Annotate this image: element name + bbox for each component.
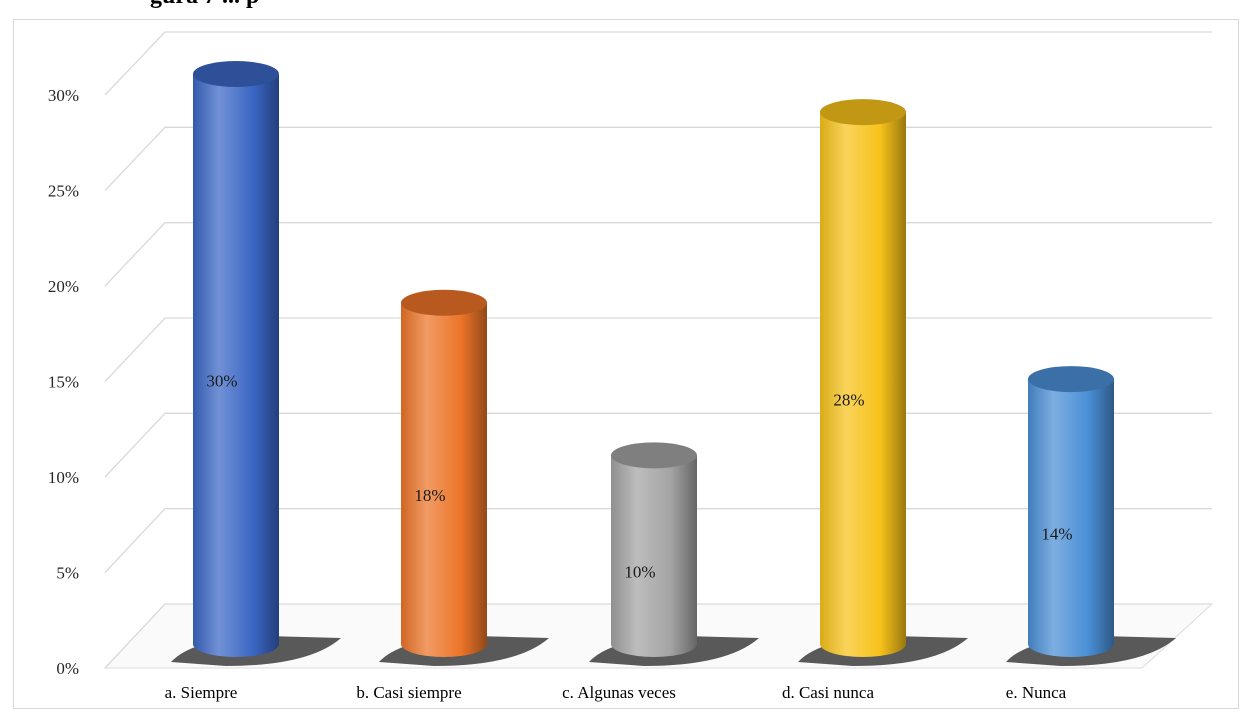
x-tick-label: b. Casi siempre — [356, 683, 461, 702]
y-tick-label: 20% — [48, 277, 79, 296]
bar-a-siempre: 30% — [171, 61, 341, 666]
bar-d-casi-nunca: 28% — [798, 99, 968, 666]
y-tick-label: 25% — [48, 182, 79, 201]
data-label: 28% — [833, 391, 864, 410]
y-tick-label: 15% — [48, 373, 79, 392]
x-tick-label: c. Algunas veces — [562, 683, 676, 702]
bar-body — [1028, 379, 1114, 657]
data-label: 10% — [624, 563, 655, 582]
bar-top — [1028, 366, 1114, 393]
x-axis-ticks: a. Siempre b. Casi siempre c. Algunas vece… — [165, 683, 1067, 702]
cropped-figure-caption: gura 7 ... p — [150, 0, 259, 10]
bar-body — [820, 112, 906, 658]
bar-top — [611, 442, 697, 469]
bar-b-casi-siempre: 18% — [379, 289, 549, 666]
bar-c-algunas-veces: 10% — [589, 442, 759, 666]
bar-top — [193, 61, 279, 87]
data-label: 18% — [414, 486, 445, 505]
y-axis-ticks: 0% 5% 10% 15% 20% 25% 30% — [48, 86, 79, 678]
bar-body — [401, 302, 487, 657]
x-tick-label: a. Siempre — [165, 683, 238, 702]
bar-top — [820, 99, 906, 126]
x-tick-label: e. Nunca — [1006, 683, 1067, 702]
y-tick-label: 10% — [48, 468, 79, 487]
bar-e-nunca: 14% — [1006, 366, 1176, 666]
bar-body — [611, 455, 697, 657]
x-tick-label: d. Casi nunca — [782, 683, 875, 702]
y-tick-label: 0% — [56, 659, 79, 678]
data-label: 14% — [1041, 524, 1072, 543]
bar-body — [193, 74, 279, 657]
data-label: 30% — [206, 372, 237, 391]
y-tick-label: 5% — [56, 564, 79, 583]
bar-top — [401, 289, 487, 316]
gridline — [104, 31, 1212, 96]
y-tick-label: 30% — [48, 86, 79, 105]
bars: 30% 18% 10% 28% 14% — [171, 61, 1176, 666]
